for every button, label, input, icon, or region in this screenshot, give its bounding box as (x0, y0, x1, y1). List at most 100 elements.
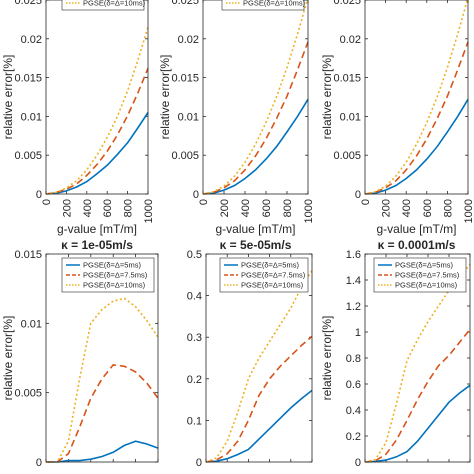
y-tick-label: 0 (36, 457, 42, 469)
series-line-1 (46, 440, 159, 463)
y-tick-label: 0.02 (21, 34, 42, 46)
axes-box (202, 0, 309, 195)
legend-entry-label: PGSE(δ=Δ=10ms) (241, 281, 304, 290)
y-tick-label: 0.025 (171, 0, 199, 7)
x-tick-label: 400 (82, 199, 94, 217)
legend-entry-label: PGSE(δ=Δ=10ms) (83, 0, 146, 8)
y-tick-label: 0.005 (333, 150, 361, 162)
x-tick-label: 0 (360, 199, 372, 205)
series-line-1 (364, 98, 469, 195)
y-tick-label: 0.005 (14, 388, 42, 400)
y-tick-label: 0.025 (14, 0, 42, 7)
legend: PGSE(δ=Δ=5ms)PGSE(δ=Δ=7.5ms)PGSE(δ=Δ=10m… (373, 257, 467, 293)
y-axis-label: relative error[%] (1, 55, 15, 140)
series-line-2 (364, 328, 471, 463)
legend: PGSE(δ=Δ=10ms) (221, 0, 306, 11)
y-tick-label: 0.8 (346, 353, 361, 365)
x-tick-label: 400 (240, 199, 252, 217)
series-line-2 (46, 364, 159, 463)
series-line-1 (202, 98, 309, 195)
kappa-label: κ = 5e-05m/s (220, 238, 292, 252)
kappa-label: κ = 0.0001m/s (378, 238, 456, 252)
y-tick-label: 0.5 (187, 249, 202, 261)
series-line-1 (205, 389, 313, 463)
series-line-1 (45, 112, 149, 195)
y-axis-label: relative error[%] (320, 316, 334, 401)
legend-entry-label: PGSE(δ=Δ=7.5ms) (395, 271, 460, 280)
series-line-2 (45, 67, 149, 195)
y-tick-label: 0 (355, 457, 361, 469)
y-tick-label: 1 (355, 327, 361, 339)
legend-entry-label: PGSE(δ=Δ=10ms) (395, 281, 458, 290)
axes-box (364, 253, 471, 463)
y-tick-label: 1.6 (346, 249, 361, 261)
legend: PGSE(δ=Δ=5ms)PGSE(δ=Δ=7.5ms)PGSE(δ=Δ=10m… (219, 257, 309, 293)
legend: PGSE(δ=Δ=10ms) (61, 0, 146, 11)
y-tick-label: 0.2 (187, 374, 202, 386)
y-tick-label: 0.01 (21, 318, 42, 330)
legend-entry-label: PGSE(δ=Δ=7.5ms) (241, 271, 306, 280)
series-line-3 (202, 0, 309, 195)
y-tick-label: 0.005 (14, 150, 42, 162)
y-tick-label: 0.01 (21, 111, 42, 123)
x-tick-label: 0 (41, 199, 53, 205)
series-line-1 (364, 384, 471, 463)
legend-box (373, 257, 467, 293)
series-line-2 (364, 41, 469, 195)
x-axis-label: g-value [mT/m] (215, 222, 295, 236)
y-tick-label: 0.015 (14, 73, 42, 85)
legend-entry-label: PGSE(δ=Δ=10ms) (83, 281, 146, 290)
x-tick-label: 200 (381, 199, 393, 217)
y-tick-label: 0.4 (187, 291, 202, 303)
series-line-3 (46, 297, 159, 463)
subplot-5: 0 0.1 0.2 0.3 0.4 0.5 PGSE(δ=Δ=5ms)PGSE(δ=Δ=7.… (187, 249, 313, 469)
y-tick-label: 0.025 (333, 0, 361, 7)
y-tick-label: 1.4 (346, 275, 361, 287)
x-tick-label: 800 (282, 199, 294, 217)
y-axis-label: relative error[%] (320, 55, 334, 140)
x-tick-label: 800 (442, 199, 454, 217)
subplot-2: 0 0.005 0.01 0.015 0.02 0.025 0 200 400 600 800 100… (158, 0, 315, 252)
subplot-1: 0 0.005 0.01 0.015 0.02 0.025 0 200 400 600 800 100… (1, 0, 155, 252)
y-tick-label: 0.01 (340, 111, 361, 123)
x-axis-label: g-value [mT/m] (57, 222, 137, 236)
x-axis-label: g-value [mT/m] (376, 222, 456, 236)
plot-area (365, 0, 468, 194)
series-line-2 (202, 41, 309, 195)
legend-box (221, 0, 305, 11)
x-tick-label: 1000 (143, 199, 155, 223)
y-tick-label: 0.4 (346, 405, 361, 417)
series-line-3 (364, 0, 469, 195)
y-tick-label: 0.2 (346, 431, 361, 443)
axes-box (45, 0, 149, 195)
x-tick-label: 400 (401, 199, 413, 217)
y-axis-label: relative error[%] (158, 55, 172, 140)
y-tick-label: 0.01 (178, 111, 199, 123)
y-tick-label: 0 (193, 189, 199, 201)
subplot-6: 0 0.2 0.4 0.6 0.8 1 1.2 1.4 1.6 relative error[%]… (320, 249, 471, 469)
x-tick-label: 200 (219, 199, 231, 217)
legend-box (219, 257, 309, 293)
x-tick-label: 600 (102, 199, 114, 217)
y-axis-label: relative error[%] (1, 316, 15, 401)
y-tick-label: 1.2 (346, 301, 361, 313)
subplot-4: 0 0.005 0.01 0.015 relative error[%] PGSE(δ=Δ… (1, 249, 159, 469)
y-tick-label: 0.02 (178, 34, 199, 46)
y-tick-label: 0.015 (171, 73, 199, 85)
y-tick-label: 0.6 (346, 379, 361, 391)
series-line-2 (205, 335, 313, 463)
y-tick-label: 0.005 (171, 150, 199, 162)
plot-area (46, 0, 148, 194)
x-tick-label: 600 (422, 199, 434, 217)
x-tick-label: 1000 (463, 199, 474, 223)
legend-entry-label: PGSE(δ=Δ=5ms) (395, 261, 453, 270)
kappa-label: κ = 1e-05m/s (61, 238, 133, 252)
y-tick-label: 0.1 (187, 415, 202, 427)
subplot-3: 0 0.005 0.01 0.015 0.02 0.025 0 200 400 600 800 100… (320, 0, 474, 252)
axes-box (205, 253, 313, 463)
axes-box (364, 0, 469, 195)
y-tick-label: 0 (196, 457, 202, 469)
legend-box (61, 0, 145, 11)
axes-box (45, 253, 159, 463)
